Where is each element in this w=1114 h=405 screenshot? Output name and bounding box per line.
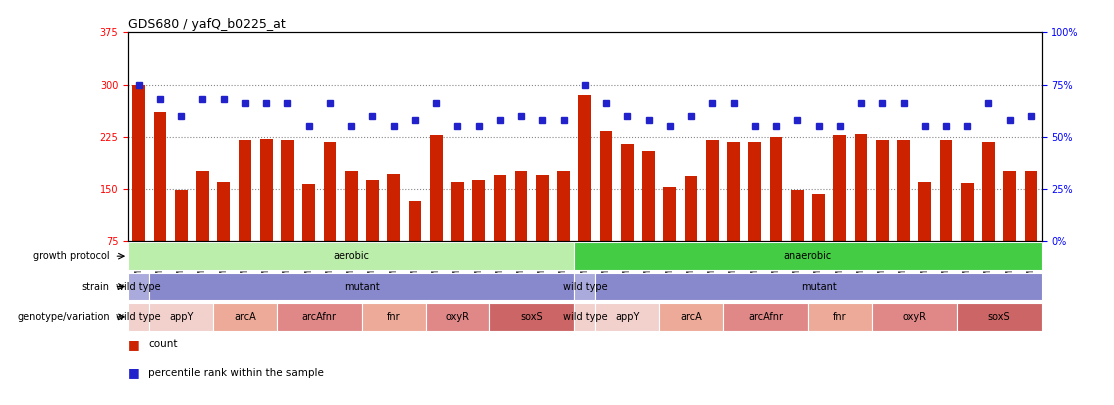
Bar (128, 303, 149, 330)
Bar (897, 140, 910, 241)
Bar (536, 175, 549, 241)
Text: fnr: fnr (387, 312, 400, 322)
Text: count: count (148, 339, 177, 349)
Text: oxyR: oxyR (902, 312, 926, 322)
Bar (388, 173, 400, 241)
Text: aerobic: aerobic (333, 251, 369, 261)
Text: GDS680 / yafQ_b0225_at: GDS680 / yafQ_b0225_at (128, 18, 286, 31)
Bar (367, 180, 379, 241)
Bar (276, 303, 362, 330)
Text: strain: strain (81, 281, 110, 292)
Bar (578, 95, 592, 241)
Text: anaerobic: anaerobic (784, 251, 832, 261)
Text: arcAfnr: arcAfnr (302, 312, 336, 322)
Text: percentile rank within the sample: percentile rank within the sample (148, 368, 324, 377)
Text: oxyR: oxyR (446, 312, 469, 322)
Bar (302, 184, 315, 241)
Bar (362, 303, 426, 330)
Text: ■: ■ (128, 338, 140, 351)
Bar (175, 190, 187, 241)
Bar (596, 273, 1042, 300)
Bar (876, 140, 889, 241)
Bar (281, 140, 294, 241)
Text: wild type: wild type (563, 312, 607, 322)
Bar (727, 142, 740, 241)
Bar (961, 183, 974, 241)
Bar (574, 303, 596, 330)
Bar (770, 137, 782, 241)
Text: growth protocol: growth protocol (33, 251, 110, 261)
Bar (409, 200, 421, 241)
Text: fnr: fnr (833, 312, 847, 322)
Bar (1004, 171, 1016, 241)
Text: wild type: wild type (117, 312, 162, 322)
Bar (515, 171, 528, 241)
Bar (345, 171, 358, 241)
Bar (808, 303, 871, 330)
Text: mutant: mutant (801, 281, 837, 292)
Bar (260, 139, 273, 241)
Bar (149, 303, 213, 330)
Bar (918, 182, 931, 241)
Bar (723, 303, 808, 330)
Text: wild type: wild type (117, 281, 162, 292)
Bar (451, 182, 463, 241)
Text: soxS: soxS (988, 312, 1010, 322)
Bar (659, 303, 723, 330)
Text: ■: ■ (128, 366, 140, 379)
Bar (238, 140, 252, 241)
Bar (494, 175, 506, 241)
Text: mutant: mutant (344, 281, 380, 292)
Bar (749, 142, 761, 241)
Bar (149, 273, 574, 300)
Bar (871, 303, 957, 330)
Text: appY: appY (169, 312, 194, 322)
Text: arcA: arcA (234, 312, 256, 322)
Bar (854, 134, 868, 241)
Text: wild type: wild type (563, 281, 607, 292)
Bar (574, 273, 596, 300)
Bar (128, 243, 574, 270)
Text: arcA: arcA (681, 312, 702, 322)
Bar (833, 134, 847, 241)
Bar (557, 171, 570, 241)
Bar (196, 171, 208, 241)
Bar (472, 180, 485, 241)
Bar (685, 176, 697, 241)
Text: arcAfnr: arcAfnr (747, 312, 783, 322)
Bar (128, 273, 149, 300)
Bar (217, 182, 231, 241)
Text: genotype/variation: genotype/variation (17, 312, 110, 322)
Bar (596, 303, 659, 330)
Bar (812, 194, 824, 241)
Bar (620, 144, 634, 241)
Bar (664, 187, 676, 241)
Bar (1025, 171, 1037, 241)
Bar (642, 151, 655, 241)
Text: soxS: soxS (520, 312, 543, 322)
Bar (323, 142, 336, 241)
Text: appY: appY (615, 312, 639, 322)
Bar (574, 243, 1042, 270)
Bar (939, 140, 952, 241)
Bar (426, 303, 489, 330)
Bar (430, 134, 442, 241)
Bar (791, 190, 803, 241)
Bar (983, 142, 995, 241)
Bar (213, 303, 276, 330)
Bar (154, 112, 166, 241)
Bar (706, 140, 719, 241)
Bar (489, 303, 574, 330)
Bar (133, 85, 145, 241)
Bar (957, 303, 1042, 330)
Bar (599, 131, 613, 241)
